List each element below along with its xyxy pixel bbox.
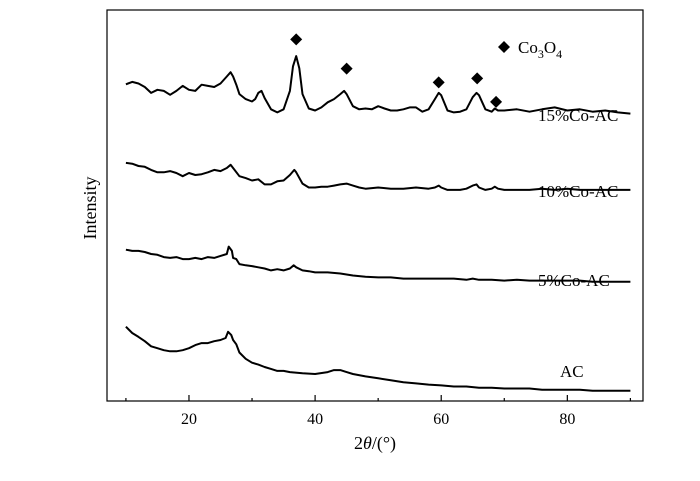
series-label: AC (560, 362, 584, 381)
series-label: 5%Co-AC (538, 271, 610, 290)
legend-diamond-icon (498, 41, 510, 53)
series-curve (125, 55, 631, 115)
x-axis-label-theta: θ (363, 433, 372, 453)
diamond-marker-icon (340, 62, 353, 75)
plot-frame (106, 9, 644, 402)
x-axis-label-prefix: 2 (354, 433, 363, 453)
x-tick-label: 80 (559, 411, 575, 428)
diamond-marker-icon (490, 95, 503, 108)
x-tick-label: 60 (433, 411, 449, 428)
x-axis-label-suffix: /(°) (372, 433, 396, 454)
x-axis-label: 2θ/(°) (354, 433, 396, 454)
x-tick-label: 20 (181, 411, 197, 428)
series-curve (125, 325, 631, 392)
x-axis-ticks: 20 40 60 80 (125, 395, 631, 428)
co3o4-peak-markers (290, 33, 503, 108)
diamond-marker-icon (471, 72, 484, 85)
series-labels: 15%Co-AC 10%Co-AC 5%Co-AC AC (538, 106, 618, 381)
legend: Co3O4 (498, 38, 562, 61)
series-curve (125, 245, 631, 283)
series-curve (125, 161, 631, 191)
x-tick-label: 40 (307, 411, 323, 428)
y-axis-label: Intensity (80, 177, 100, 240)
legend-label: Co3O4 (518, 38, 562, 61)
series-curves (125, 55, 631, 392)
diamond-marker-icon (432, 76, 445, 89)
diamond-marker-icon (290, 33, 303, 46)
series-label: 15%Co-AC (538, 106, 618, 125)
series-label: 10%Co-AC (538, 182, 618, 201)
